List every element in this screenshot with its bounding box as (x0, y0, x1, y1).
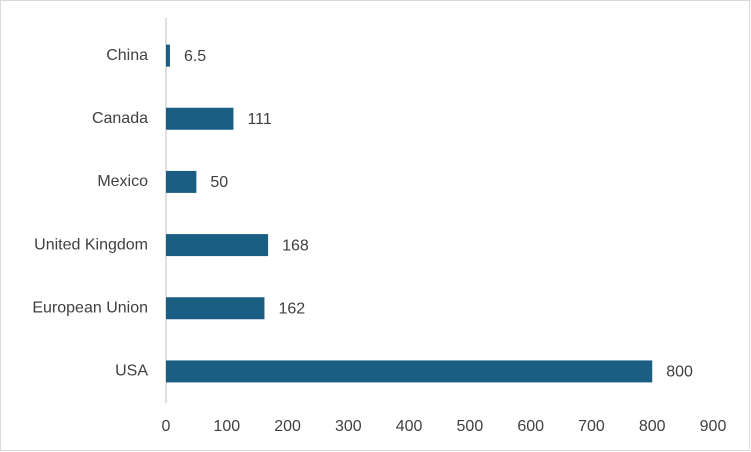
y-tick-label: Canada (92, 110, 148, 127)
data-label: 6.5 (184, 48, 206, 65)
bar (166, 170, 197, 193)
y-tick-label: United Kingdom (34, 236, 148, 253)
data-label: 50 (210, 174, 228, 191)
y-tick-label: Mexico (97, 173, 148, 190)
x-tick-label: 100 (213, 418, 240, 435)
bar (166, 360, 653, 383)
bar (166, 297, 265, 320)
bar (166, 107, 234, 130)
data-label: 168 (282, 237, 309, 254)
y-tick-label: China (106, 47, 148, 64)
bar (166, 44, 170, 67)
x-tick-label: 800 (639, 418, 666, 435)
y-tick-label: European Union (32, 299, 148, 316)
x-tick-label: 700 (578, 418, 605, 435)
x-tick-label: 900 (700, 418, 727, 435)
data-label: 162 (278, 300, 305, 317)
x-tick-label: 400 (396, 418, 423, 435)
x-tick-label: 0 (162, 418, 171, 435)
x-tick-label: 600 (517, 418, 544, 435)
x-tick-label: 500 (457, 418, 484, 435)
bar (166, 234, 269, 257)
x-tick-label: 200 (274, 418, 301, 435)
y-tick-label: USA (115, 363, 148, 380)
data-label: 111 (247, 111, 271, 128)
data-label: 800 (666, 364, 693, 381)
x-tick-label: 300 (335, 418, 362, 435)
